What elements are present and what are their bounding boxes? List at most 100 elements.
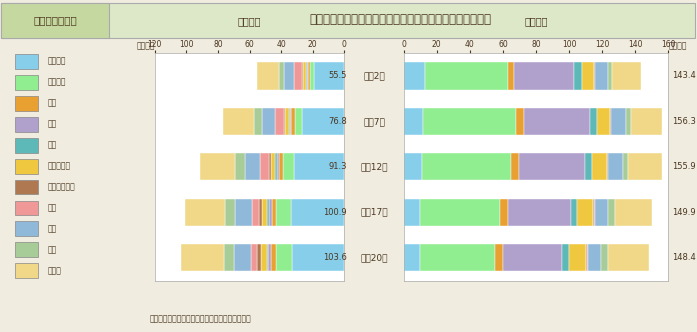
Bar: [608, 62, 612, 90]
Text: 〈女性〉: 〈女性〉: [238, 16, 261, 26]
Bar: [588, 244, 601, 272]
Bar: [291, 199, 344, 226]
Text: 農学: 農学: [47, 140, 57, 149]
Text: 工学: 工学: [47, 120, 57, 128]
Text: 91.3: 91.3: [328, 162, 346, 171]
Bar: [422, 153, 511, 181]
Bar: [15, 201, 38, 215]
Bar: [571, 199, 577, 226]
Bar: [284, 108, 285, 135]
Bar: [310, 62, 314, 90]
Bar: [295, 108, 302, 135]
Text: （万人）: （万人）: [668, 42, 687, 51]
Bar: [275, 153, 277, 181]
Bar: [511, 153, 519, 181]
Bar: [279, 153, 283, 181]
Bar: [245, 153, 260, 181]
Text: 教育: 教育: [47, 224, 57, 233]
Text: 156.3: 156.3: [672, 117, 696, 126]
Bar: [283, 153, 293, 181]
Bar: [629, 153, 661, 181]
Bar: [268, 199, 269, 226]
Bar: [289, 108, 290, 135]
Bar: [293, 62, 302, 90]
Bar: [270, 153, 275, 181]
Bar: [562, 244, 569, 272]
Bar: [15, 75, 38, 90]
Bar: [592, 153, 607, 181]
Bar: [420, 244, 496, 272]
Bar: [625, 108, 631, 135]
Bar: [15, 242, 38, 257]
Text: 143.4: 143.4: [672, 71, 696, 80]
Bar: [496, 244, 503, 272]
Bar: [608, 244, 649, 272]
Bar: [262, 199, 268, 226]
Text: 専攻分野別にみた学生数（大学（学部））の推移（性別）: 専攻分野別にみた学生数（大学（学部））の推移（性別）: [309, 14, 492, 27]
Text: 理学: 理学: [47, 99, 57, 108]
Bar: [260, 153, 268, 181]
Bar: [597, 108, 611, 135]
Text: 155.9: 155.9: [672, 162, 696, 171]
Bar: [271, 244, 275, 272]
Text: 人文科学: 人文科学: [47, 57, 66, 66]
Bar: [236, 199, 252, 226]
Bar: [252, 199, 259, 226]
Bar: [277, 153, 279, 181]
Bar: [185, 199, 225, 226]
Bar: [268, 153, 270, 181]
Bar: [500, 199, 508, 226]
Bar: [291, 108, 295, 135]
Text: 76.8: 76.8: [328, 117, 346, 126]
Bar: [15, 221, 38, 236]
Bar: [257, 244, 261, 272]
Bar: [293, 153, 344, 181]
Bar: [404, 62, 425, 90]
Bar: [404, 199, 420, 226]
Bar: [284, 62, 293, 90]
Bar: [607, 153, 608, 181]
Bar: [15, 180, 38, 195]
Bar: [181, 244, 224, 272]
Bar: [314, 62, 344, 90]
Text: 平成7年: 平成7年: [363, 117, 385, 126]
Bar: [256, 62, 279, 90]
Text: 100.9: 100.9: [323, 208, 346, 217]
FancyBboxPatch shape: [1, 3, 695, 38]
Bar: [425, 62, 508, 90]
Bar: [272, 199, 277, 226]
Bar: [514, 62, 574, 90]
Bar: [508, 199, 571, 226]
Bar: [519, 153, 585, 181]
Bar: [15, 117, 38, 132]
Bar: [254, 108, 262, 135]
Bar: [585, 153, 592, 181]
Bar: [577, 199, 593, 226]
Bar: [404, 244, 420, 272]
Bar: [608, 153, 622, 181]
Bar: [569, 244, 585, 272]
Text: 医学・歯学: 医学・歯学: [47, 161, 71, 170]
Bar: [631, 108, 662, 135]
Bar: [590, 108, 597, 135]
Bar: [611, 108, 625, 135]
Text: 55.5: 55.5: [328, 71, 346, 80]
Text: （万人）: （万人）: [136, 42, 155, 51]
Bar: [200, 153, 236, 181]
Bar: [302, 108, 344, 135]
Bar: [404, 108, 424, 135]
Text: その他の保健: その他の保健: [47, 182, 75, 191]
Text: 〈男性〉: 〈男性〉: [524, 16, 548, 26]
Bar: [306, 62, 307, 90]
Text: 149.9: 149.9: [672, 208, 696, 217]
Text: 平成17年: 平成17年: [360, 208, 388, 217]
Text: その他: その他: [47, 266, 61, 275]
Bar: [223, 108, 254, 135]
Text: 103.6: 103.6: [323, 253, 346, 262]
Bar: [307, 62, 308, 90]
Bar: [404, 153, 422, 181]
Bar: [279, 62, 284, 90]
Bar: [523, 108, 590, 135]
Bar: [574, 62, 581, 90]
Bar: [608, 199, 615, 226]
